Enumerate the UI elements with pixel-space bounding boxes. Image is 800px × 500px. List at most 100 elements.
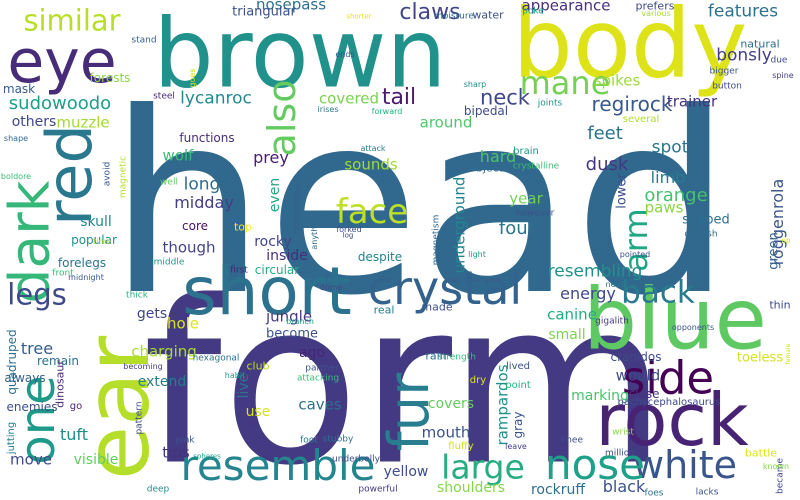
word-ago: ago: [298, 345, 326, 361]
word-would: would: [615, 366, 661, 385]
word-midday: midday: [174, 193, 234, 212]
word-million: million: [605, 448, 635, 459]
word-dinosaur: dinosaur: [53, 360, 67, 408]
word-back: back: [621, 274, 695, 311]
word-bonsly: bonsly: [716, 45, 772, 66]
word-functions: functions: [179, 131, 235, 145]
word-opponents: opponents: [671, 323, 715, 332]
word-triangular: triangular: [232, 4, 296, 20]
word-pink: pink: [175, 435, 195, 446]
word-though: though: [162, 238, 216, 257]
word-prey: prey: [253, 148, 289, 167]
word-knee: knee: [561, 435, 583, 446]
word-rocky: rocky: [254, 234, 292, 250]
word-several: several: [622, 114, 660, 125]
word-remain: remain: [36, 354, 80, 368]
word-orange: orange: [644, 185, 708, 206]
word-mane: mane: [519, 64, 611, 102]
word-small: small: [548, 327, 586, 343]
word-long: long: [183, 174, 221, 195]
word-steel: steel: [153, 91, 175, 102]
word-legs: legs: [7, 277, 67, 312]
word-pachycephalosaurus: pachycephalosaurus: [617, 397, 721, 408]
word-covers: covers: [427, 396, 475, 412]
word-ends: ends: [335, 50, 355, 59]
word-mouth: mouth: [421, 423, 471, 442]
word-side: side: [621, 351, 715, 405]
word-body: body: [512, 0, 748, 100]
word-foot: foot: [300, 435, 318, 446]
word-charging: charging: [131, 342, 197, 361]
word-gray: gray: [511, 411, 525, 439]
word-blue: blue: [583, 270, 767, 370]
word-brain: brain: [513, 146, 539, 157]
word-visible: visible: [73, 452, 119, 468]
word-become: become: [265, 326, 319, 342]
word-tail: tail: [381, 85, 417, 110]
word-form: form: [142, 253, 668, 500]
word-first: first: [230, 265, 248, 276]
word-extend: extend: [137, 374, 187, 390]
word-four: four: [498, 218, 536, 239]
word-lacks: lacks: [695, 487, 719, 498]
word-spikes: spikes: [593, 71, 641, 90]
word-button: button: [712, 81, 742, 92]
word-jungle: jungle: [265, 307, 313, 326]
word-nosepass: nosepass: [255, 0, 327, 14]
word-white: white: [633, 443, 737, 487]
word-pointed: pointed: [619, 250, 651, 259]
word-despite: despite: [357, 250, 403, 264]
word-attacking: attacking: [296, 373, 340, 384]
word-time: time: [92, 237, 112, 246]
word-forests: forests: [89, 71, 131, 85]
word-terminology: terminology: [292, 185, 301, 235]
word-energy: energy: [560, 284, 616, 303]
word-covered: covered: [318, 89, 380, 108]
word-attack: attack: [360, 144, 386, 153]
word-feet: feet: [587, 123, 623, 144]
word-thin: thin: [769, 298, 791, 312]
word-log: log: [342, 231, 354, 240]
word-anything: anything: [310, 214, 319, 250]
word-short: short: [182, 253, 352, 330]
word-forelegs: forelegs: [57, 256, 107, 270]
word-stubby: stubby: [322, 434, 354, 445]
word-top: top: [233, 220, 253, 234]
word-sounds: sounds: [344, 155, 398, 174]
word-features: features: [707, 1, 779, 22]
word-rockruff: rockruff: [530, 482, 586, 498]
word-spheres: spheres: [193, 452, 221, 461]
word-branch: branch: [286, 317, 314, 326]
word-neck: neck: [480, 85, 530, 110]
word-water: water: [472, 8, 504, 22]
word-resembling: resembling: [547, 261, 643, 282]
word-spot: spot: [651, 137, 689, 158]
word-marking: marking: [571, 388, 629, 404]
word-enemies: enemies: [6, 400, 58, 414]
word-claws: claws: [399, 0, 461, 25]
word-head: head: [107, 59, 733, 350]
word-year: year: [509, 189, 543, 208]
word-skull: skull: [80, 214, 112, 230]
word-bigger: bigger: [709, 66, 739, 77]
word-hexagonal: hexagonal: [192, 353, 240, 364]
word-resemble: resemble: [180, 441, 376, 490]
word-lived: lived: [506, 361, 530, 372]
word-paws: paws: [644, 198, 684, 217]
word-various: various: [641, 9, 671, 18]
word-objects: objects: [469, 161, 509, 175]
word-goes: goes: [188, 68, 197, 88]
word-toeless: toeless: [736, 350, 784, 366]
word-dusk: dusk: [585, 154, 629, 175]
word-female: female: [785, 343, 792, 365]
word-cranidos: cranidos: [610, 350, 662, 364]
word-muzzle: muzzle: [56, 113, 110, 132]
word-front: front: [52, 268, 74, 279]
word-known: known: [762, 462, 790, 471]
word-tips: tips: [162, 443, 190, 462]
word-even: even: [267, 177, 283, 213]
word-core: core: [182, 219, 208, 233]
word-trainer: trainer: [666, 92, 718, 111]
word-dome: dome: [319, 283, 343, 292]
